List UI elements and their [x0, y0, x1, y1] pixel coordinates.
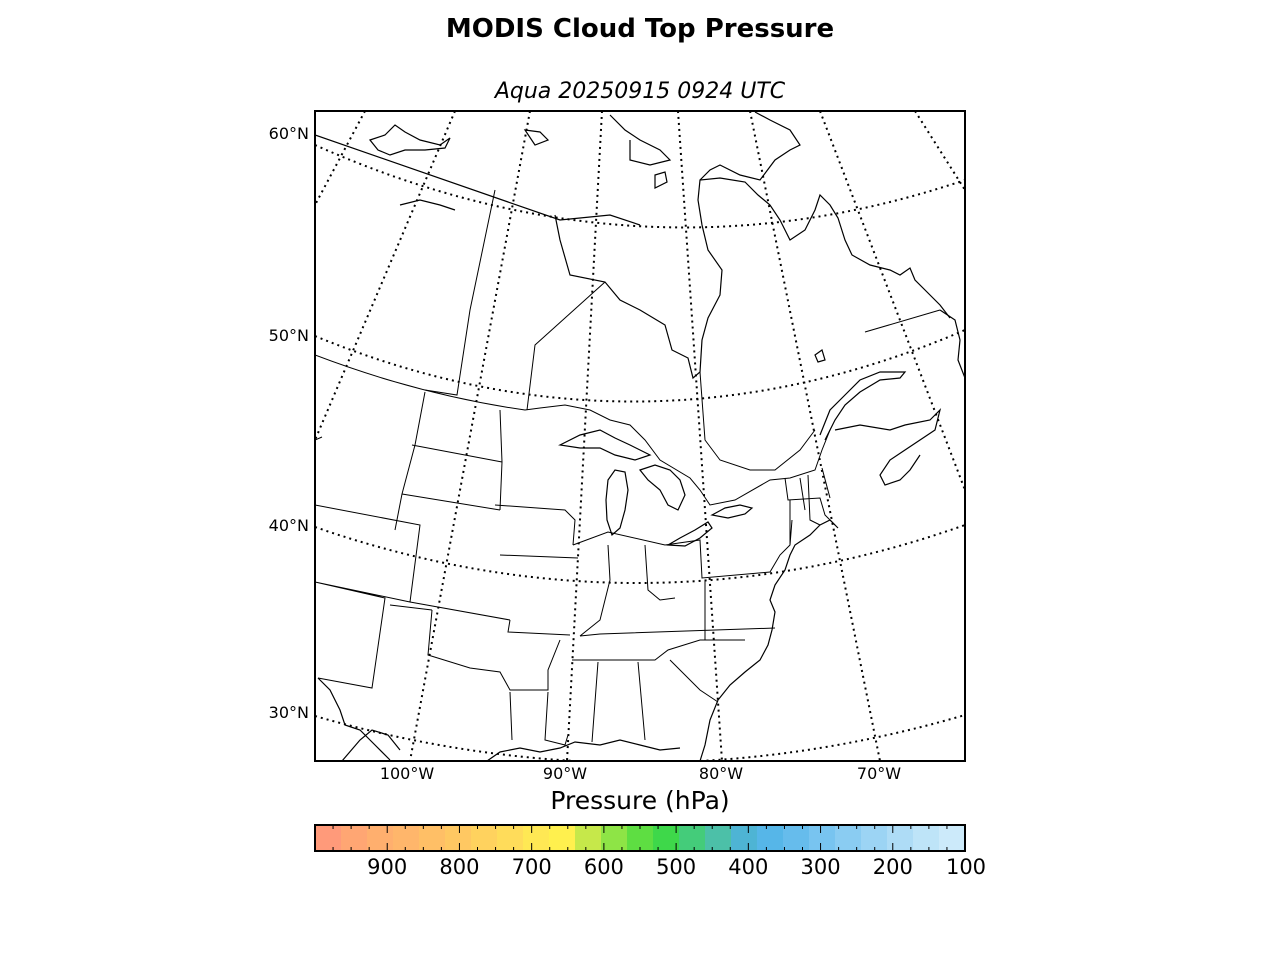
lake-ontario	[710, 504, 754, 519]
us-state-borders-ne	[784, 467, 836, 526]
mexico-coast-west	[341, 729, 401, 761]
maritimes-coast	[834, 408, 942, 486]
province-border-1	[424, 189, 496, 396]
colorbar-cell	[523, 825, 550, 851]
colorbar-tick-label: 700	[511, 855, 552, 879]
lake-huron	[638, 464, 686, 511]
meridian-80w	[677, 111, 723, 761]
arctic-island-3	[654, 171, 668, 189]
us-east-coast	[699, 519, 839, 761]
parallel-30n	[315, 714, 965, 761]
colorbar-cell	[549, 825, 576, 851]
meridian-75w	[749, 111, 881, 761]
parallel-60n	[315, 144, 965, 229]
colorbar-tick-label: 500	[656, 855, 697, 879]
longitude-gridlines	[315, 111, 965, 761]
colorbar-cell	[757, 825, 784, 851]
meridian-90w	[566, 111, 603, 761]
political-borders	[315, 189, 941, 746]
arctic-coast	[315, 134, 641, 226]
hudson-bay-coast	[554, 177, 951, 380]
colorbar-cell	[367, 825, 394, 851]
northeast-canada-coast	[939, 309, 965, 379]
lat-label-60n: 60°N	[268, 124, 309, 143]
map-frame	[314, 110, 966, 762]
arctic-island-4	[523, 129, 550, 146]
lon-label-80w: 80°W	[698, 764, 744, 783]
mexico-border-area	[317, 677, 391, 761]
colorbar-tick-label: 800	[439, 855, 480, 879]
province-border-3	[699, 371, 816, 471]
colorbar-label: Pressure (hPa)	[550, 786, 730, 815]
lon-label-100w: 100°W	[379, 764, 435, 783]
province-border-2	[526, 281, 606, 411]
labrador-lake	[814, 349, 826, 363]
parallel-40n	[315, 524, 965, 584]
colorbar-cell	[835, 825, 862, 851]
figure-title: MODIS Cloud Top Pressure	[445, 14, 835, 44]
meridian-70w	[819, 111, 965, 491]
arctic-island-1	[368, 124, 451, 156]
colorbar-cell	[419, 825, 446, 851]
canada-us-border	[315, 354, 831, 506]
colorbar-tick-label: 400	[728, 855, 769, 879]
colorbar-tick-label: 600	[583, 855, 624, 879]
colorbar-frame	[314, 824, 966, 852]
lat-label-30n: 30°N	[268, 703, 309, 722]
lake-superior	[558, 429, 652, 461]
st-lawrence-coast	[819, 371, 907, 441]
colorbar-cell	[679, 825, 706, 851]
colorbar-tick-label: 900	[367, 855, 408, 879]
meridian-100w	[409, 111, 531, 761]
colorbar-cell	[601, 825, 628, 851]
us-state-borders-central	[427, 504, 579, 746]
colorbar-cell	[471, 825, 498, 851]
colorbar-cell	[705, 825, 732, 851]
colorbar-cell	[653, 825, 680, 851]
lon-label-90w: 90°W	[542, 764, 588, 783]
hudson-strait-coast	[609, 114, 672, 166]
colorbar-tick-label: 100	[945, 855, 987, 879]
colorbar-cell	[445, 825, 472, 851]
lat-label-50n: 50°N	[268, 326, 309, 345]
colorbar-cell	[393, 825, 420, 851]
colorbar-cell	[783, 825, 810, 851]
colorbar-cell	[809, 825, 836, 851]
latitude-gridlines	[315, 144, 965, 761]
figure-subtitle: Aqua 20250915 0924 UTC	[494, 79, 786, 104]
colorbar-cell	[627, 825, 654, 851]
lon-label-70w: 70°W	[856, 764, 902, 783]
lat-label-40n: 40°N	[268, 516, 309, 535]
lake-erie	[665, 521, 713, 547]
colorbar-cells	[315, 825, 966, 851]
colorbar-cell	[913, 825, 940, 851]
colorbar-cell	[315, 825, 342, 851]
colorbar-cell	[731, 825, 758, 851]
colorbar-cell	[861, 825, 888, 851]
province-border-4	[864, 309, 941, 333]
labrador-coast	[699, 111, 801, 181]
colorbar-cell	[497, 825, 524, 851]
arctic-island-2	[399, 199, 456, 211]
coastlines	[315, 111, 965, 761]
us-state-borders-east	[572, 474, 821, 743]
us-state-borders-west	[315, 391, 511, 689]
gulf-coast	[486, 739, 681, 761]
colorbar-tick-label: 200	[872, 855, 913, 879]
colorbar-cell	[939, 825, 966, 851]
colorbar-tick-label: 300	[800, 855, 841, 879]
parallel-50n	[315, 329, 965, 403]
colorbar-cell	[887, 825, 914, 851]
colorbar-cell	[341, 825, 368, 851]
colorbar-cell	[575, 825, 602, 851]
lake-michigan	[605, 469, 629, 537]
map-content	[315, 111, 965, 761]
